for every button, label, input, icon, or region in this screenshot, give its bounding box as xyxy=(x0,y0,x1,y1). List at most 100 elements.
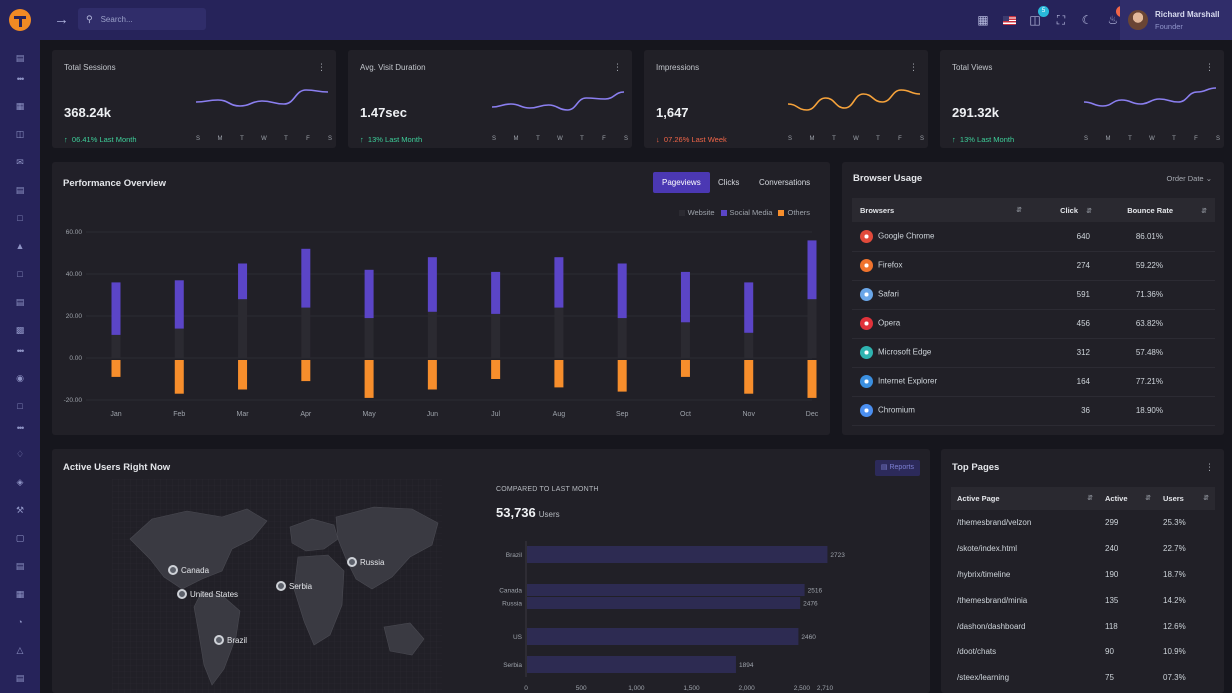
page-path-cell[interactable]: /steex/learning xyxy=(957,673,1010,683)
widgets-icon[interactable]: ▢ xyxy=(15,533,25,543)
calendar-icon[interactable]: ▦ xyxy=(15,101,25,111)
more-options-icon[interactable]: ⋮ xyxy=(1205,462,1214,472)
table-row[interactable]: Microsoft Edge 312 57.48% xyxy=(852,338,1215,368)
x-tick-label: Jul xyxy=(491,411,500,418)
col-active[interactable]: Active ⇵ xyxy=(1099,487,1157,510)
bar-value-label: 1894 xyxy=(739,662,754,669)
fullscreen-icon[interactable]: ⛶ xyxy=(1056,13,1066,27)
alert-icon[interactable]: △ xyxy=(16,645,24,655)
invoice-icon[interactable]: □ xyxy=(17,269,23,279)
table-row[interactable]: /skote/index.html 240 22.7% xyxy=(951,536,1215,562)
map-marker-serbia[interactable]: Serbia xyxy=(276,581,312,591)
learning-icon[interactable]: ▲ xyxy=(15,241,25,251)
active-cell: 118 xyxy=(1105,621,1118,631)
stat-value: 291.32k xyxy=(952,105,999,120)
table-row[interactable]: /hybrix/timeline 190 18.7% xyxy=(951,562,1215,588)
forms-icon[interactable]: ▤ xyxy=(15,561,25,571)
layers-icon[interactable]: ◈ xyxy=(16,477,24,487)
table-row[interactable]: /themesbrand/minia 135 14.2% xyxy=(951,587,1215,613)
sidebar-toggle-icon[interactable]: → xyxy=(54,11,69,28)
mail-icon[interactable]: ✉ xyxy=(16,157,24,167)
brand-logo[interactable] xyxy=(0,0,40,40)
tables-icon[interactable]: ▦ xyxy=(15,589,25,599)
category-label: Russia xyxy=(502,601,522,608)
table-row[interactable]: Google Chrome 640 86.01% xyxy=(852,222,1215,252)
cart-icon[interactable]: ◫ 5 xyxy=(1028,6,1049,27)
bounce-rate-cell: 63.82% xyxy=(1100,309,1215,339)
more-options-icon[interactable]: ⋮ xyxy=(317,62,326,72)
more-options-icon[interactable]: ⋮ xyxy=(909,62,918,72)
language-flag-icon[interactable] xyxy=(1002,13,1016,27)
browser-name-cell: Firefox xyxy=(852,251,1030,281)
table-row[interactable]: /dashon/dashboard 118 12.6% xyxy=(951,613,1215,639)
tab-clicks[interactable]: Clicks xyxy=(718,178,740,187)
reports-button[interactable]: ▤ Reports xyxy=(874,460,920,476)
tickets-icon[interactable]: ▤ xyxy=(15,297,25,307)
more-options-icon[interactable]: ⋮ xyxy=(1205,62,1214,72)
table-row[interactable]: Firefox 274 59.22% xyxy=(852,251,1215,281)
performance-title: Performance Overview xyxy=(63,178,166,189)
y-tick-label: 60.00 xyxy=(66,229,83,236)
page-path-cell[interactable]: /doot/chats xyxy=(957,647,997,657)
table-row[interactable]: Chromium 36 18.90% xyxy=(852,396,1215,426)
table-row[interactable]: /themesbrand/velzon 299 25.3% xyxy=(951,510,1215,536)
legend-others[interactable]: Others xyxy=(778,208,810,217)
sort-icon: ⇵ xyxy=(1201,207,1207,215)
table-row[interactable]: Internet Explorer 164 77.21% xyxy=(852,367,1215,397)
user-profile-menu[interactable]: Richard Marshall Founder xyxy=(1120,0,1232,40)
search-input[interactable]: ⚲ Search... xyxy=(78,8,206,30)
col-browsers[interactable]: Browsers ⇵ xyxy=(852,198,1030,222)
tools-icon[interactable]: ⚒ xyxy=(15,505,25,515)
trend-arrow-icon: ↑ xyxy=(360,135,364,144)
page-path-cell[interactable]: /dashon/dashboard xyxy=(957,621,1026,631)
x-tick-label: Oct xyxy=(680,411,691,418)
ecommerce-icon[interactable]: ▤ xyxy=(15,185,25,195)
x-tick-label: Dec xyxy=(806,411,819,418)
bar-website xyxy=(174,328,184,358)
page-path-cell[interactable]: /themesbrand/minia xyxy=(957,595,1028,605)
table-row[interactable]: /steex/learning 75 07.3% xyxy=(951,665,1215,691)
active-cell: 90 xyxy=(1105,647,1114,657)
day-label: M xyxy=(513,136,519,142)
bar-others xyxy=(554,360,564,388)
components-icon[interactable]: ♢ xyxy=(15,449,25,459)
dark-mode-icon[interactable]: ☾ xyxy=(1081,13,1093,27)
table-row[interactable]: Opera 456 63.82% xyxy=(852,309,1215,339)
dashboard-icon[interactable]: ▤ xyxy=(15,53,25,63)
table-row[interactable]: Safari 591 71.36% xyxy=(852,280,1215,310)
sort-icon: ⇵ xyxy=(1203,495,1209,502)
notification-bell-icon[interactable]: ♨4 xyxy=(1106,6,1127,27)
bar-social-media xyxy=(301,248,311,308)
chat-icon[interactable]: ◫ xyxy=(15,129,25,139)
building-icon[interactable]: ▩ xyxy=(15,325,25,335)
folder-icon[interactable]: □ xyxy=(17,213,23,223)
tab-conversations[interactable]: Conversations xyxy=(759,178,811,187)
map-marker-brazil[interactable]: Brazil xyxy=(214,635,247,645)
page-path-cell[interactable]: /hybrix/timeline xyxy=(957,569,1011,579)
bar-russia xyxy=(527,597,801,609)
col-click[interactable]: Click ⇵ xyxy=(1030,198,1100,222)
user-circle-icon[interactable]: ◉ xyxy=(16,373,24,383)
profile-icon[interactable]: □ xyxy=(17,401,23,411)
map-marker-canada[interactable]: Canada xyxy=(168,565,209,575)
more-options-icon[interactable]: ⋮ xyxy=(613,62,622,72)
col-active-page[interactable]: Active Page ⇵ xyxy=(951,487,1099,510)
col-users[interactable]: Users ⇵ xyxy=(1157,487,1215,510)
day-label: W xyxy=(557,136,563,142)
bar-value-label: 2460 xyxy=(801,634,816,641)
legend-website[interactable]: Website xyxy=(678,208,715,217)
col-bounce-rate[interactable]: Bounce Rate ⇵ xyxy=(1100,198,1215,222)
apps-grid-icon[interactable]: ▦ xyxy=(977,13,989,27)
bar-website xyxy=(680,322,690,358)
map-marker-russia[interactable]: Russia xyxy=(347,557,384,567)
page-path-cell[interactable]: /themesbrand/velzon xyxy=(957,518,1032,528)
sparkline-path xyxy=(195,89,329,107)
legend-social-media[interactable]: Social Media xyxy=(720,208,772,217)
maps-icon[interactable]: ▤ xyxy=(15,673,25,683)
page-path-cell[interactable]: /skote/index.html xyxy=(957,544,1018,554)
tab-pageviews[interactable]: Pageviews xyxy=(653,172,710,193)
map-marker-united-states[interactable]: United States xyxy=(177,589,238,599)
charts-icon[interactable]: ◔ xyxy=(17,617,23,627)
order-date-dropdown[interactable]: Order Date ⌄ xyxy=(1166,174,1213,183)
table-row[interactable]: /doot/chats 90 10.9% xyxy=(951,639,1215,665)
